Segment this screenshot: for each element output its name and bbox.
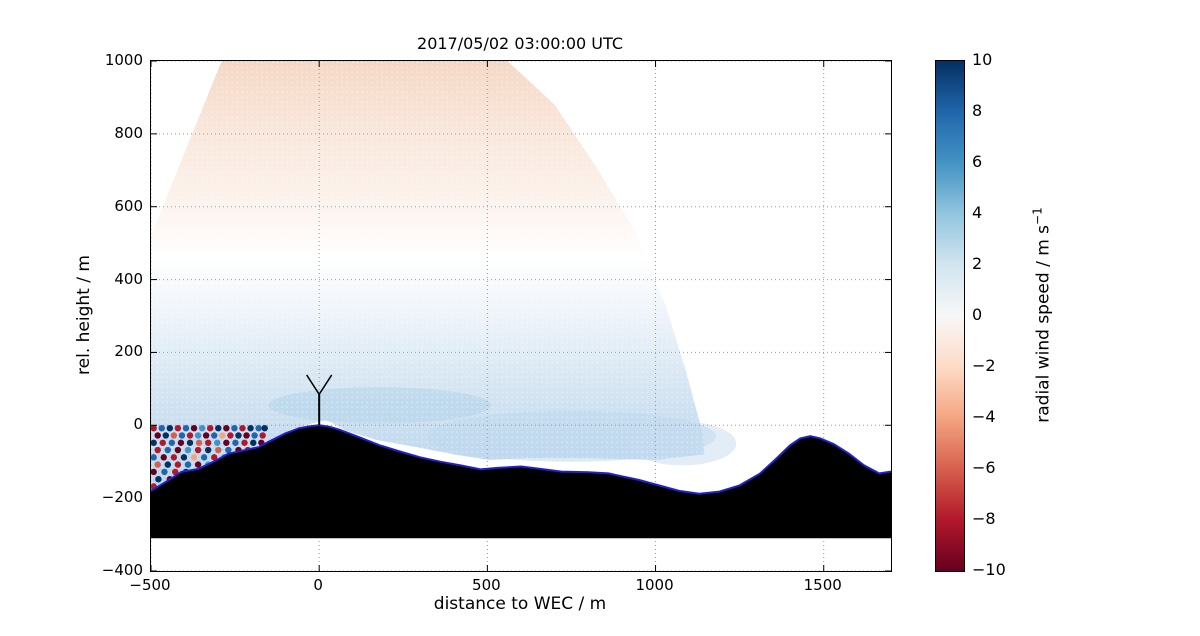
turbine-icon bbox=[306, 374, 333, 426]
x-tick-label: 500 bbox=[472, 576, 501, 594]
x-axis-label: distance to WEC / m bbox=[433, 594, 607, 614]
colorbar-tick-label: 8 bbox=[972, 101, 983, 120]
plot-title: 2017/05/02 03:00:00 UTC bbox=[417, 34, 623, 53]
scan-fan-layer bbox=[151, 61, 737, 491]
colorbar-tick-label: 10 bbox=[972, 50, 993, 69]
terrain-layer bbox=[151, 424, 891, 539]
y-tick-label: −200 bbox=[101, 488, 143, 507]
x-tick-label: −500 bbox=[129, 576, 171, 594]
colorbar-label-exponent: −1 bbox=[1030, 207, 1045, 225]
plot-svg bbox=[151, 61, 891, 571]
axis-ticks-layer bbox=[151, 61, 891, 571]
colorbar bbox=[935, 60, 965, 572]
colorbar-tick-label: −6 bbox=[972, 458, 996, 477]
colorbar-tick-label: −4 bbox=[972, 407, 996, 426]
colorbar-label: radial wind speed / m s−1 bbox=[1031, 207, 1054, 422]
colorbar-tick-label: 6 bbox=[972, 152, 983, 171]
y-tick-label: 800 bbox=[114, 123, 143, 142]
colorbar-tick-label: −10 bbox=[972, 560, 1006, 579]
y-tick-label: −400 bbox=[101, 561, 143, 579]
colorbar-tick-label: −2 bbox=[972, 356, 996, 375]
colorbar-tick-label: 2 bbox=[972, 254, 983, 273]
y-tick-label: 400 bbox=[114, 269, 143, 288]
y-tick-label: 0 bbox=[133, 415, 143, 434]
colorbar-tick-label: 4 bbox=[972, 203, 983, 222]
x-tick-label: 1500 bbox=[803, 576, 842, 594]
x-tick-label: 1000 bbox=[635, 576, 674, 594]
colorbar-tick-label: 0 bbox=[972, 305, 983, 324]
y-tick-label: 600 bbox=[114, 196, 143, 215]
y-tick-label: 1000 bbox=[104, 51, 143, 69]
y-tick-label: 200 bbox=[114, 342, 143, 361]
plot-area bbox=[150, 60, 892, 572]
x-tick-label: 0 bbox=[313, 576, 323, 594]
colorbar-label-text: radial wind speed / m s bbox=[1033, 224, 1054, 423]
colorbar-tick-label: −8 bbox=[972, 509, 996, 528]
